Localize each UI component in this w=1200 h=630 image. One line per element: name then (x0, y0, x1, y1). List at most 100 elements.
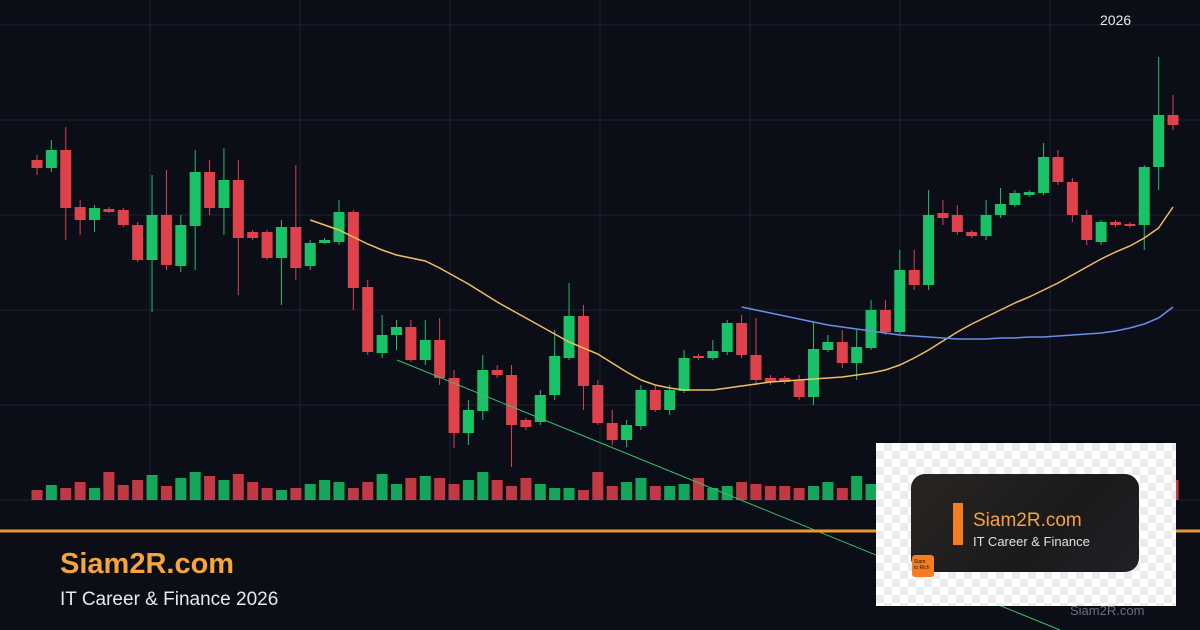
volume-bar (822, 482, 834, 500)
candle-body (549, 356, 561, 395)
candle-group (31, 57, 1179, 467)
candle-body (491, 370, 503, 375)
volume-bar (549, 488, 561, 500)
volume-bar (275, 490, 287, 500)
volume-bar (865, 484, 877, 500)
volume-bar (290, 488, 302, 500)
watermark: Siam2R.com (1070, 603, 1145, 618)
year-label: 2026 (1100, 12, 1132, 28)
volume-bar (103, 472, 115, 500)
volume-bar (347, 488, 359, 500)
brand-tagline: IT Career & Finance 2026 (60, 589, 279, 610)
candle-body (31, 160, 43, 168)
candle-body (678, 358, 690, 391)
candle-body (160, 215, 172, 265)
candle-body (1066, 182, 1078, 215)
volume-bar (333, 482, 345, 500)
candle-body (621, 425, 633, 440)
volume-bar (261, 488, 273, 500)
candle-body (1009, 193, 1021, 205)
candle-body (132, 225, 144, 260)
candle-body (506, 375, 518, 425)
candle-body (1153, 115, 1165, 167)
candle-body (520, 420, 532, 427)
candle-body (391, 327, 402, 335)
volume-bar (204, 476, 216, 500)
badge-card: Siam2R.com IT Career & Finance (911, 474, 1139, 572)
candle-body (218, 180, 230, 208)
candle-body (836, 342, 848, 363)
volume-bar (319, 480, 331, 500)
brand-name: Siam2R.com (60, 548, 235, 580)
candle-body (1124, 224, 1136, 226)
volume-bar (721, 486, 733, 500)
candle-body (117, 210, 129, 225)
volume-bar (707, 488, 719, 500)
candle-body (1110, 222, 1121, 225)
volume-bar (74, 482, 86, 500)
badge-panel: Siam2R.com IT Career & Finance Siam to R… (876, 443, 1176, 606)
volume-bar (635, 478, 647, 500)
volume-bar (362, 482, 374, 500)
volume-bar (448, 484, 460, 500)
volume-bar (534, 484, 546, 500)
volume-bar (31, 490, 43, 500)
volume-bar (520, 478, 532, 500)
candle-body (1095, 222, 1107, 242)
volume-bar (678, 484, 690, 500)
volume-bar (89, 488, 101, 500)
candle-body (808, 349, 820, 397)
candle-body (764, 378, 776, 382)
volume-bar (434, 478, 446, 500)
candle-body (434, 340, 446, 378)
volume-bar (247, 482, 259, 500)
candle-body (89, 208, 101, 220)
candle-body (865, 310, 877, 348)
volume-bar (764, 486, 776, 500)
candle-body (1167, 115, 1179, 125)
candle-body (189, 172, 201, 226)
volume-bar (189, 472, 201, 500)
candle-body (1138, 167, 1150, 225)
volume-bar (649, 486, 661, 500)
badge-bar (953, 503, 963, 545)
candle-body (779, 378, 791, 382)
candle-body (405, 327, 417, 360)
candle-body (577, 316, 589, 386)
candle-body (204, 172, 216, 208)
candle-body (419, 340, 431, 360)
volume-bar (836, 488, 848, 500)
volume-bar (793, 488, 805, 500)
candle-body (966, 232, 978, 236)
moving-average (741, 306, 1174, 340)
candle-body (894, 270, 906, 332)
volume-bar (851, 476, 863, 500)
candle-body (333, 212, 345, 242)
candle-body (980, 215, 992, 236)
volume-bar (736, 482, 748, 500)
candle-body (45, 150, 57, 168)
candle-body (146, 215, 158, 260)
candle-body (951, 215, 963, 232)
candle-body (879, 310, 891, 332)
volume-bar (692, 478, 704, 500)
volume-bar (60, 488, 72, 500)
volume-bar (506, 486, 518, 500)
volume-bar (405, 478, 417, 500)
volume-bar (779, 486, 791, 500)
volume-bar (117, 485, 129, 500)
candle-body (304, 243, 316, 266)
candle-body (635, 390, 647, 426)
moving-average (309, 206, 1174, 391)
candle-body (736, 323, 748, 355)
candle-body (477, 370, 489, 411)
badge-name: Siam2R.com (973, 510, 1082, 531)
candle-body (175, 225, 187, 266)
volume-bar (462, 480, 474, 500)
volume-bar (664, 486, 676, 500)
candle-body (793, 380, 805, 397)
volume-bar (304, 484, 316, 500)
candle-body (103, 209, 115, 212)
volume-bar (232, 474, 244, 500)
